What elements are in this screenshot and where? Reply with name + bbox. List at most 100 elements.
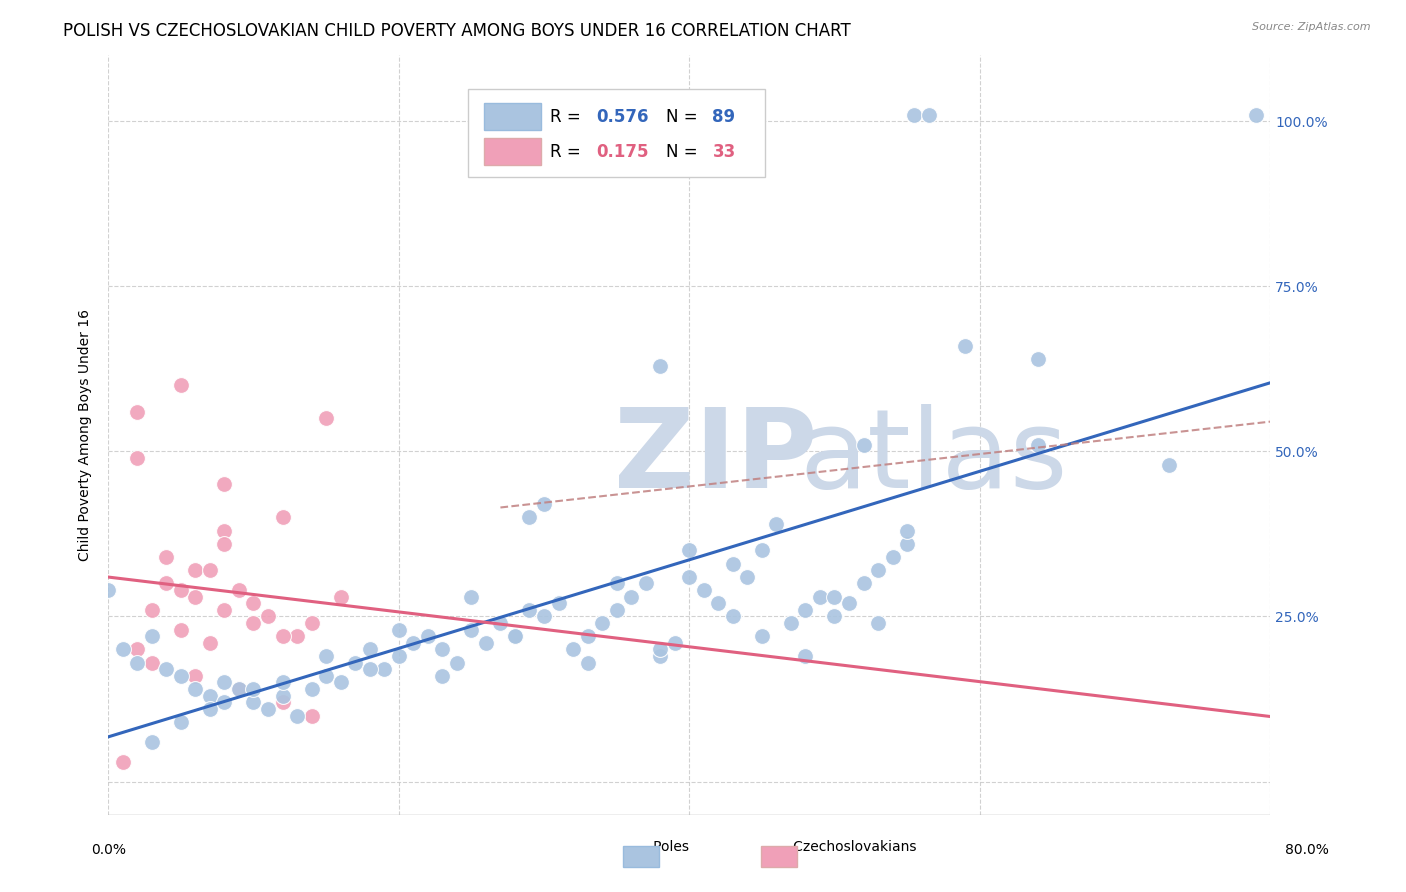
Point — [271, 689, 294, 703]
Point — [388, 623, 411, 637]
Point — [606, 603, 628, 617]
Text: 0.576: 0.576 — [596, 108, 648, 126]
Point — [329, 590, 352, 604]
Point — [721, 557, 744, 571]
Text: 89: 89 — [713, 108, 735, 126]
Point — [503, 629, 526, 643]
Point — [301, 708, 323, 723]
Point — [214, 477, 236, 491]
Text: R =: R = — [550, 108, 586, 126]
Point — [141, 656, 163, 670]
Point — [315, 411, 337, 425]
Point — [751, 629, 773, 643]
Point — [903, 107, 925, 121]
Point — [678, 543, 700, 558]
Point — [170, 623, 193, 637]
Point — [214, 603, 236, 617]
Point — [344, 656, 367, 670]
Point — [155, 576, 177, 591]
Point — [285, 708, 308, 723]
Point — [111, 642, 134, 657]
Point — [315, 669, 337, 683]
Point — [271, 675, 294, 690]
Point — [184, 563, 207, 577]
Point — [214, 524, 236, 538]
Point — [111, 755, 134, 769]
Point — [707, 596, 730, 610]
FancyBboxPatch shape — [484, 138, 540, 165]
Text: N =: N = — [666, 108, 703, 126]
Point — [460, 623, 482, 637]
Point — [242, 695, 264, 709]
Point — [882, 549, 904, 564]
Point — [228, 682, 250, 697]
Point — [170, 715, 193, 730]
Point — [184, 682, 207, 697]
Point — [547, 596, 569, 610]
Point — [475, 636, 498, 650]
Point — [693, 582, 716, 597]
Point — [170, 378, 193, 392]
Text: 0.175: 0.175 — [596, 143, 648, 161]
Point — [97, 582, 120, 597]
Point — [794, 649, 817, 664]
Text: Poles: Poles — [640, 840, 689, 855]
Point — [214, 695, 236, 709]
Point — [852, 438, 875, 452]
Point — [838, 596, 860, 610]
Point — [1157, 458, 1180, 472]
Point — [519, 603, 541, 617]
Point — [170, 582, 193, 597]
Point — [634, 576, 657, 591]
Point — [824, 609, 846, 624]
Point — [896, 537, 918, 551]
Point — [808, 590, 831, 604]
Point — [1026, 438, 1049, 452]
Point — [257, 702, 280, 716]
Y-axis label: Child Poverty Among Boys Under 16: Child Poverty Among Boys Under 16 — [79, 309, 93, 561]
Point — [285, 629, 308, 643]
Point — [373, 662, 395, 676]
Point — [576, 629, 599, 643]
Point — [562, 642, 585, 657]
Point — [432, 642, 454, 657]
Point — [170, 669, 193, 683]
Point — [460, 590, 482, 604]
Point — [824, 590, 846, 604]
Point — [141, 629, 163, 643]
Point — [127, 656, 149, 670]
Point — [953, 339, 976, 353]
Text: 80.0%: 80.0% — [1285, 843, 1329, 857]
Text: ZIP: ZIP — [613, 404, 817, 511]
Point — [678, 570, 700, 584]
Point — [780, 615, 803, 630]
Point — [184, 669, 207, 683]
Point — [918, 107, 941, 121]
Point — [141, 603, 163, 617]
Text: Czechoslovakians: Czechoslovakians — [780, 840, 917, 855]
Point — [155, 662, 177, 676]
Point — [402, 636, 425, 650]
Point — [503, 629, 526, 643]
Text: atlas: atlas — [800, 404, 1069, 511]
Point — [301, 615, 323, 630]
Text: R =: R = — [550, 143, 586, 161]
Point — [852, 576, 875, 591]
Point — [214, 537, 236, 551]
Point — [301, 682, 323, 697]
Point — [489, 615, 512, 630]
Point — [721, 609, 744, 624]
Point — [868, 615, 890, 630]
Point — [127, 405, 149, 419]
FancyBboxPatch shape — [468, 89, 765, 177]
Point — [198, 636, 221, 650]
Point — [620, 590, 643, 604]
Point — [1026, 351, 1049, 366]
Point — [868, 563, 890, 577]
Point — [1244, 107, 1267, 121]
Point — [141, 735, 163, 749]
Point — [198, 702, 221, 716]
Text: N =: N = — [666, 143, 703, 161]
Point — [765, 516, 787, 531]
Point — [271, 695, 294, 709]
